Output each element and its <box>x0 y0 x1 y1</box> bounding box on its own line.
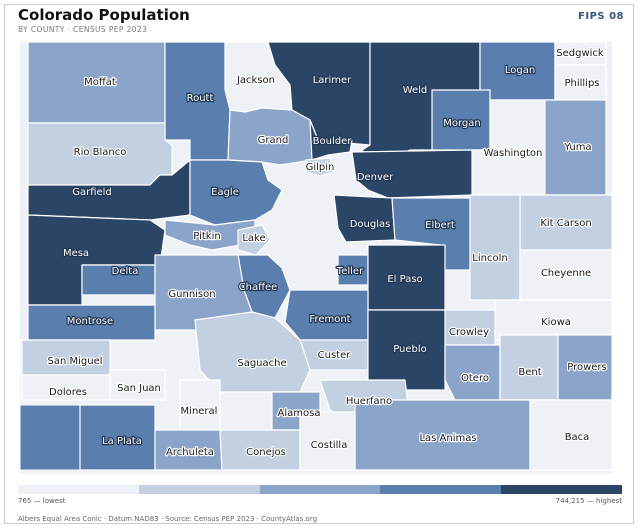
legend-high-label: 744,215 — highest <box>555 497 622 505</box>
county-shape-san-juan[interactable] <box>109 369 166 401</box>
county-label-douglas: Douglas <box>350 219 391 230</box>
county-label-la-plata: La Plata <box>102 436 142 447</box>
county-label-boulder: Boulder <box>313 136 353 147</box>
fips-code: FIPS 08 <box>578 11 624 22</box>
county-shape-douglas[interactable] <box>333 194 396 243</box>
county-label-moffat: Moffat <box>84 77 116 88</box>
county-label-prowers: Prowers <box>567 362 607 373</box>
legend-bin-2 <box>138 485 260 494</box>
county-label-phillips: Phillips <box>564 78 599 89</box>
county-label-gilpin: Gilpin <box>306 162 335 173</box>
county-label-huerfano: Huerfano <box>346 396 392 407</box>
county-label-sedgwick: Sedgwick <box>556 48 604 59</box>
county-label-crowley: Crowley <box>449 327 489 338</box>
county-label-kit-carson: Kit Carson <box>540 218 591 229</box>
county-label-pueblo: Pueblo <box>393 344 427 355</box>
county-label-garfield: Garfield <box>72 187 112 198</box>
county-shape-costilla[interactable] <box>299 411 356 471</box>
county-label-pitkin: Pitkin <box>193 231 220 242</box>
county-label-jackson: Jackson <box>236 75 275 86</box>
legend-bin-5 <box>501 485 622 494</box>
county-label-conejos: Conejos <box>246 447 286 458</box>
county-label-rio-blanco: Rio Blanco <box>74 147 127 158</box>
county-label-dolores: Dolores <box>49 387 87 398</box>
county-label-larimer: Larimer <box>313 75 352 86</box>
county-shape-gilpin[interactable] <box>305 157 335 177</box>
county-label-washington: Washington <box>484 148 543 159</box>
county-shape-pueblo[interactable] <box>367 309 446 391</box>
county-label-saguache: Saguache <box>237 358 286 369</box>
county-label-morgan: Morgan <box>443 118 481 129</box>
county-label-weld: Weld <box>403 85 428 96</box>
county-label-kiowa: Kiowa <box>541 317 571 328</box>
legend-bin-1 <box>18 485 139 494</box>
page-subtitle: BY COUNTY · CENSUS PEP 2023 <box>18 25 148 34</box>
county-label-alamosa: Alamosa <box>278 408 321 419</box>
county-label-otero: Otero <box>461 373 489 384</box>
county-label-logan: Logan <box>505 65 535 76</box>
county-shape-montrose[interactable] <box>27 304 156 341</box>
county-label-las-animas: Las Animas <box>419 433 476 444</box>
county-label-san-juan: San Juan <box>117 383 161 394</box>
legend-bar <box>18 485 622 494</box>
legend-low-label: 765 — lowest <box>18 497 66 505</box>
county-shape-lake[interactable] <box>237 224 271 256</box>
page-title: Colorado Population <box>18 6 190 24</box>
county-shape-eagle[interactable] <box>189 159 283 226</box>
county-shape-lincoln[interactable] <box>469 194 521 301</box>
legend-bin-3 <box>259 485 381 494</box>
county-label-gunnison: Gunnison <box>168 289 215 300</box>
county-label-cheyenne: Cheyenne <box>541 268 591 279</box>
county-label-lincoln: Lincoln <box>472 253 507 264</box>
county-label-baca: Baca <box>565 432 590 443</box>
county-label-bent: Bent <box>518 367 541 378</box>
county-label-grand: Grand <box>258 135 289 146</box>
county-label-yuma: Yuma <box>563 142 591 153</box>
county-shape-saguache[interactable] <box>194 311 311 393</box>
county-shape-mineral[interactable] <box>179 379 221 431</box>
county-label-montrose: Montrose <box>67 316 113 327</box>
county-label-mineral: Mineral <box>181 406 218 417</box>
county-label-routt: Routt <box>187 93 214 104</box>
footnote: Albers Equal Area Conic · Datum NAD83 · … <box>18 515 318 523</box>
legend-bin-4 <box>380 485 502 494</box>
county-label-custer: Custer <box>318 350 352 361</box>
county-label-mesa: Mesa <box>63 248 89 259</box>
county-label-fremont: Fremont <box>309 314 350 325</box>
county-label-el-paso: El Paso <box>387 274 422 285</box>
county-label-teller: Teller <box>336 266 364 277</box>
county-label-denver: Denver <box>357 172 394 183</box>
county-label-eagle: Eagle <box>211 187 239 198</box>
county-label-delta: Delta <box>112 266 139 277</box>
county-label-lake: Lake <box>242 233 265 244</box>
county-label-costilla: Costilla <box>311 440 348 451</box>
county-label-elbert: Elbert <box>425 220 455 231</box>
county-shape-baca[interactable] <box>529 399 613 471</box>
county-label-san-miguel: San Miguel <box>47 356 102 367</box>
county-label-archuleta: Archuleta <box>166 447 214 458</box>
county-shape-la-plata-west <box>19 404 81 471</box>
county-label-chaffee: Chaffee <box>239 282 278 293</box>
